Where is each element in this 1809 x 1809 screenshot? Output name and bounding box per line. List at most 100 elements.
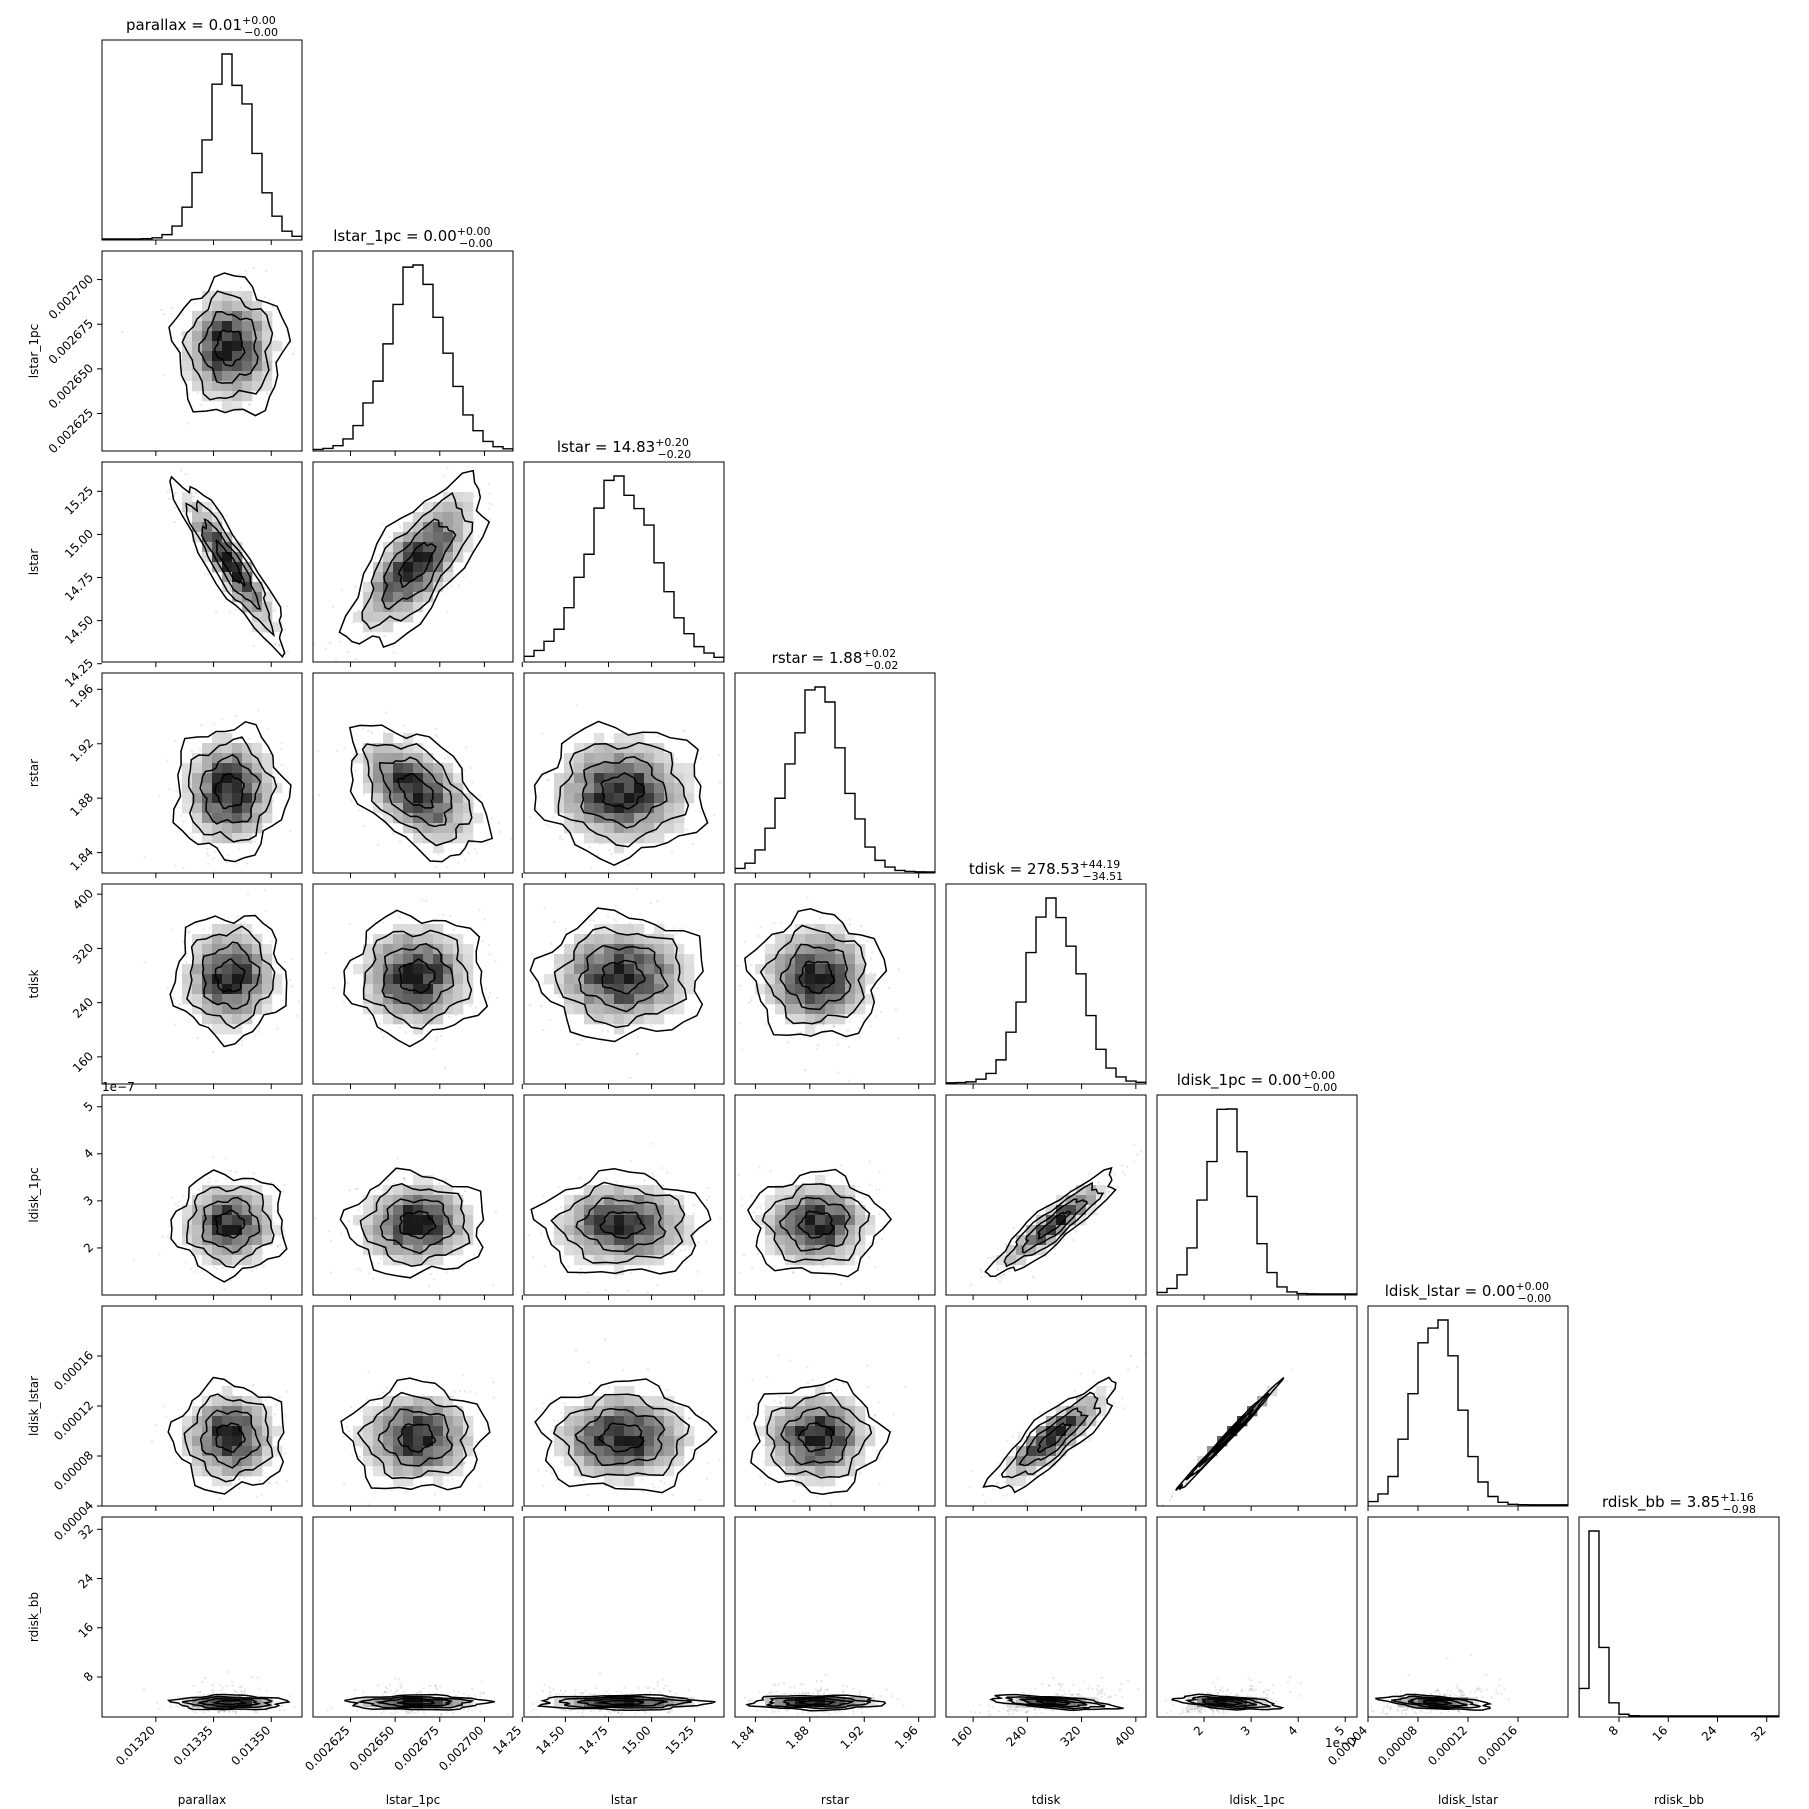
density-cell: [393, 773, 404, 784]
sample-point: [230, 1181, 234, 1184]
density-cell: [222, 924, 233, 935]
sample-point: [398, 1026, 402, 1030]
sample-point: [157, 794, 160, 797]
sample-point: [184, 472, 187, 476]
density-cell: [845, 954, 856, 965]
sample-point: [543, 906, 546, 910]
density-cell: [252, 974, 263, 985]
density-cell: [614, 843, 625, 854]
contour-2σ: [170, 1169, 288, 1283]
sample-point: [481, 1223, 484, 1226]
sample-point: [517, 1216, 519, 1218]
density-cell: [222, 1185, 233, 1196]
contour-1.5σ: [361, 491, 474, 630]
density-cell: [202, 974, 213, 985]
sample-point: [143, 856, 146, 859]
density-cell: [252, 964, 263, 975]
density-cell: [624, 974, 635, 985]
density-cell: [463, 944, 474, 955]
density-cell: [262, 321, 273, 332]
density-cell: [212, 381, 223, 392]
sample-point: [742, 1253, 746, 1257]
sample-point: [168, 488, 171, 491]
density-cell: [413, 833, 424, 844]
y-tick-label-tdisk: 160: [70, 1049, 96, 1075]
density-cell: [775, 994, 786, 1005]
density-cell: [604, 1205, 615, 1216]
contour-1.5σ: [553, 926, 688, 1029]
contour-0.5σ: [213, 773, 245, 810]
sample-point: [586, 1291, 590, 1294]
sample-point: [442, 913, 445, 917]
density-cell: [252, 743, 263, 754]
contour-1.5σ: [550, 1181, 686, 1264]
sample-point: [196, 1036, 199, 1040]
sample-point: [392, 651, 396, 654]
density-cell: [674, 1235, 685, 1246]
sample-point: [738, 984, 741, 987]
sample-point: [236, 915, 240, 918]
sample-point: [675, 933, 678, 936]
contour-1.5σ: [185, 499, 275, 638]
sample-point: [383, 731, 386, 734]
density-cell: [684, 984, 695, 995]
density-cell: [373, 974, 384, 985]
density-cell: [574, 773, 585, 784]
sample-point: [559, 835, 562, 838]
density-cell: [604, 763, 615, 774]
sample-point: [174, 491, 178, 495]
density-cell: [262, 612, 273, 623]
density-cell: [252, 1004, 263, 1015]
panel-content: [314, 1157, 497, 1287]
sample-point: [874, 1266, 877, 1269]
density-cell: [192, 331, 203, 342]
density-cell: [222, 331, 233, 342]
density-cell: [453, 773, 464, 784]
density-cell: [433, 974, 444, 985]
contour-0.5σ: [398, 958, 436, 995]
y-tick-label-tdisk: 400: [70, 886, 96, 912]
sample-point: [263, 296, 266, 299]
density-cell: [393, 984, 404, 995]
sample-point: [173, 492, 176, 495]
density-cell: [222, 301, 233, 312]
density-cell: [654, 813, 665, 824]
density-cell: [604, 833, 615, 844]
sample-point: [725, 780, 727, 782]
density-cell: [815, 964, 826, 975]
sample-point: [178, 829, 182, 833]
density-cell: [242, 944, 253, 955]
sample-point: [765, 1023, 768, 1026]
density-cell: [574, 1004, 585, 1015]
density-cell: [413, 743, 424, 754]
sample-point: [212, 857, 215, 860]
sample-point: [427, 1029, 430, 1033]
density-cell: [393, 1205, 404, 1216]
sample-point: [212, 1266, 216, 1269]
sample-point: [848, 923, 852, 926]
density-cell: [423, 1004, 434, 1015]
density-cell: [403, 1245, 414, 1256]
sample-point: [309, 1214, 311, 1216]
density-cell: [825, 934, 836, 945]
sample-point: [446, 866, 449, 869]
density-cell: [232, 582, 243, 593]
density-cell: [232, 391, 243, 402]
density-cell: [413, 1245, 424, 1256]
density-cell: [242, 291, 253, 302]
density-cell: [403, 1215, 414, 1226]
y-tick-label-tdisk: 320: [70, 941, 96, 967]
sample-point: [446, 587, 449, 590]
density-cell: [624, 773, 635, 784]
density-cell: [192, 803, 203, 814]
density-cell: [604, 994, 615, 1005]
sample-point: [158, 1253, 161, 1256]
density-cell: [795, 924, 806, 935]
sample-point: [357, 748, 360, 752]
density-cell: [423, 1255, 434, 1266]
density-cell: [182, 803, 193, 814]
sample-point: [700, 1289, 703, 1292]
density-cell: [674, 1004, 685, 1015]
density-cell: [554, 783, 565, 794]
sample-point: [177, 1200, 181, 1204]
